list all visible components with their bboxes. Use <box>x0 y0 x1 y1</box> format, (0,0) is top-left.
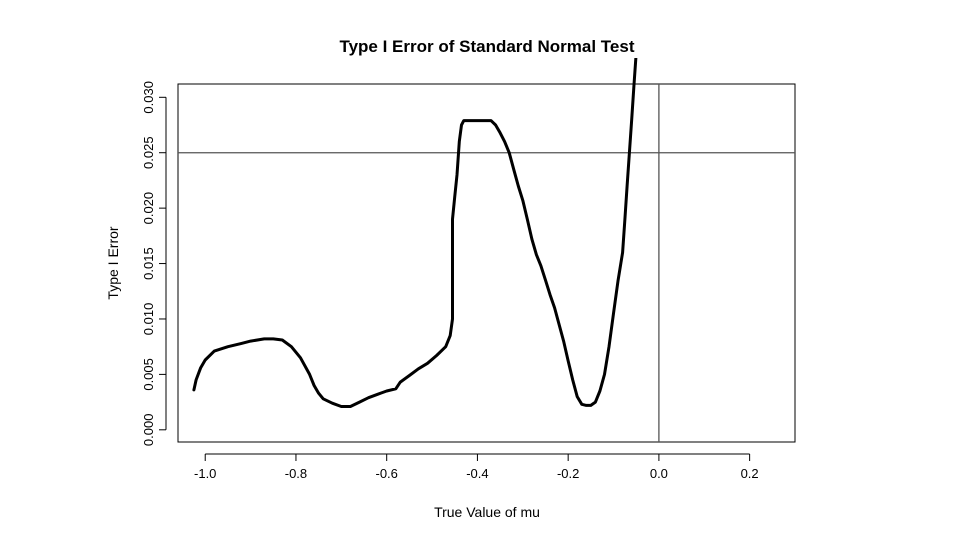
x-tick-label: -0.6 <box>375 466 397 481</box>
x-tick-label: -0.8 <box>285 466 307 481</box>
chart-title: Type I Error of Standard Normal Test <box>339 37 634 56</box>
y-axis-label: Type I Error <box>105 226 121 299</box>
plot-frame <box>177 83 796 443</box>
series-group <box>192 58 638 408</box>
x-tick-label: -1.0 <box>194 466 216 481</box>
y-axis: 0.000 0.005 0.010 0.015 0.020 0.025 0.030 <box>141 81 167 447</box>
x-tick-label: -0.4 <box>466 466 488 481</box>
x-axis: -1.0 -0.8 -0.6 -0.4 -0.2 0.0 0.2 <box>194 453 759 481</box>
y-tick-label: 0.000 <box>141 414 156 447</box>
series-line <box>192 58 638 408</box>
x-tick-label: 0.2 <box>741 466 759 481</box>
y-tick-label: 0.015 <box>141 247 156 280</box>
x-axis-label: True Value of mu <box>434 504 540 520</box>
x-tick-label: 0.0 <box>650 466 668 481</box>
y-tick-label: 0.025 <box>141 136 156 169</box>
y-tick-label: 0.005 <box>141 358 156 391</box>
x-tick-label: -0.2 <box>557 466 579 481</box>
y-tick-label: 0.030 <box>141 81 156 114</box>
y-tick-label: 0.010 <box>141 303 156 336</box>
reference-lines <box>178 84 795 442</box>
y-tick-label: 0.020 <box>141 192 156 225</box>
